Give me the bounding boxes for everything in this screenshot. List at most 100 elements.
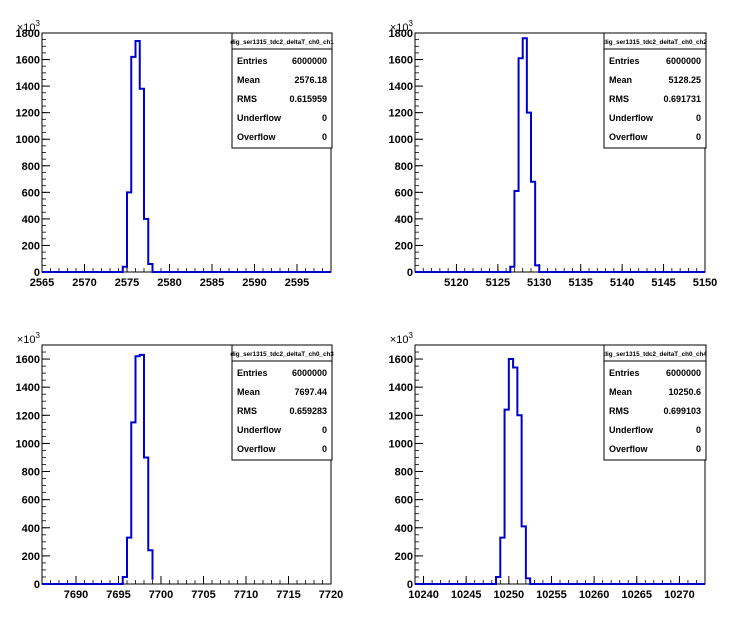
stats-label: Underflow	[609, 113, 654, 123]
stats-label: Entries	[237, 368, 268, 378]
y-tick-label: 1200	[16, 108, 40, 120]
x-tick-label: 2595	[285, 277, 309, 289]
stats-value: 0.691731	[663, 94, 701, 104]
y-tick-label: 0	[407, 579, 413, 591]
x-tick-label: 2590	[242, 277, 266, 289]
histogram-panel-1: 0 200 400 600 800 1000 1200 1400 1600 1800×103 256…	[16, 19, 335, 289]
x-tick-label: 5120	[444, 277, 468, 289]
y-tick-label: 400	[22, 523, 40, 535]
stats-value: 0	[696, 425, 701, 435]
stats-value: 6000000	[666, 368, 701, 378]
x-tick-label: 2565	[30, 277, 54, 289]
histogram-panel-2: 0 200 400 600 800 1000 1200 1400 1600 1800×103 512…	[389, 19, 718, 289]
stats-label: Underflow	[237, 113, 282, 123]
stats-label: RMS	[237, 406, 257, 416]
y-tick-label: 200	[395, 551, 413, 563]
y-tick-label: 1000	[389, 134, 413, 146]
y-tick-label: 400	[395, 214, 413, 226]
y-exponent-label: ×103	[390, 331, 414, 346]
stats-label: RMS	[609, 94, 629, 104]
stats-value: 0.699103	[663, 406, 701, 416]
stats-label: Underflow	[237, 425, 282, 435]
y-exponent-base: ×10	[17, 334, 36, 346]
y-tick-label: 1400	[389, 81, 413, 93]
y-tick-label: 1200	[16, 410, 40, 422]
stats-value: 0	[322, 444, 327, 454]
y-exponent-base: ×10	[390, 22, 409, 34]
y-tick-label: 1000	[16, 134, 40, 146]
x-tick-label: 10255	[536, 589, 567, 601]
stats-label: Overflow	[237, 444, 277, 454]
y-exponent-power: 3	[36, 19, 41, 28]
stats-box	[231, 344, 333, 461]
y-exponent-power: 3	[409, 331, 414, 340]
y-exponent-base: ×10	[390, 334, 409, 346]
y-tick-label: 1200	[389, 108, 413, 120]
y-tick-label: 1000	[389, 438, 413, 450]
x-tick-label: 7720	[319, 589, 343, 601]
stats-value: 0.659283	[289, 406, 327, 416]
x-tick-label: 7710	[234, 589, 258, 601]
stats-label: Entries	[609, 368, 640, 378]
histogram-series	[415, 37, 705, 273]
stats-value: 0	[322, 113, 327, 123]
y-tick-label: 800	[395, 467, 413, 479]
x-tick-label: 7690	[64, 589, 88, 601]
y-tick-label: 1400	[389, 382, 413, 394]
y-tick-label: 200	[22, 551, 40, 563]
stats-label: Entries	[237, 56, 268, 66]
stats-value: 0	[696, 113, 701, 123]
stats-value: 7697.44	[294, 387, 327, 397]
histogram-series	[415, 358, 705, 585]
stats-value: 6000000	[666, 56, 701, 66]
y-tick-label: 200	[395, 240, 413, 252]
y-tick-label: 0	[407, 267, 413, 279]
stats-value: 6000000	[292, 368, 327, 378]
y-exponent-base: ×10	[17, 22, 36, 34]
stats-title: dig_ser1315_tdc2_deltaT_ch0_ch4	[603, 351, 707, 358]
stats-value: 6000000	[292, 56, 327, 66]
y-tick-label: 600	[395, 495, 413, 507]
y-tick-label: 600	[22, 495, 40, 507]
x-tick-label: 2580	[157, 277, 181, 289]
stats-label: RMS	[609, 406, 629, 416]
x-tick-label: 5125	[486, 277, 510, 289]
stats-label: Mean	[237, 75, 260, 85]
histogram-panel-4: 0 200 400 600 800 1000 1200 1400 1600 ×103 10240 10…	[389, 331, 708, 601]
y-tick-label: 1600	[16, 55, 40, 67]
x-tick-label: 7695	[106, 589, 130, 601]
y-tick-label: 1800	[16, 28, 40, 40]
y-tick-label: 1400	[16, 81, 40, 93]
stats-value: 2576.18	[294, 75, 327, 85]
stats-title: dig_ser1315_tdc2_deltaT_ch0_ch3	[230, 351, 334, 358]
stats-box	[603, 32, 707, 149]
y-tick-label: 0	[34, 579, 40, 591]
histogram-series	[42, 353, 154, 585]
y-tick-label: 1400	[16, 382, 40, 394]
y-exponent-label: ×103	[17, 19, 41, 34]
y-tick-label: 1200	[389, 410, 413, 422]
y-tick-label: 1600	[16, 354, 40, 366]
y-tick-label: 800	[22, 161, 40, 173]
stats-value: 10250.6	[668, 387, 701, 397]
y-tick-label: 800	[22, 467, 40, 479]
x-tick-label: 5140	[610, 277, 634, 289]
y-tick-label: 800	[395, 161, 413, 173]
stats-label: Overflow	[609, 444, 649, 454]
stats-value: 0	[696, 444, 701, 454]
x-tick-label: 10260	[579, 589, 610, 601]
stats-label: Overflow	[237, 132, 277, 142]
x-tick-label: 10250	[494, 589, 525, 601]
y-exponent-label: ×103	[17, 331, 41, 346]
histogram-series	[42, 39, 331, 273]
y-tick-label: 600	[22, 187, 40, 199]
stats-value: 0	[322, 132, 327, 142]
x-tick-label: 5130	[527, 277, 551, 289]
x-tick-label: 2570	[72, 277, 96, 289]
x-tick-label: 7715	[276, 589, 300, 601]
stats-title: dig_ser1315_tdc2_deltaT_ch0_ch1	[230, 39, 334, 46]
y-tick-label: 1800	[389, 28, 413, 40]
x-tick-label: 7705	[191, 589, 215, 601]
y-tick-label: 0	[34, 267, 40, 279]
y-tick-label: 1600	[389, 354, 413, 366]
